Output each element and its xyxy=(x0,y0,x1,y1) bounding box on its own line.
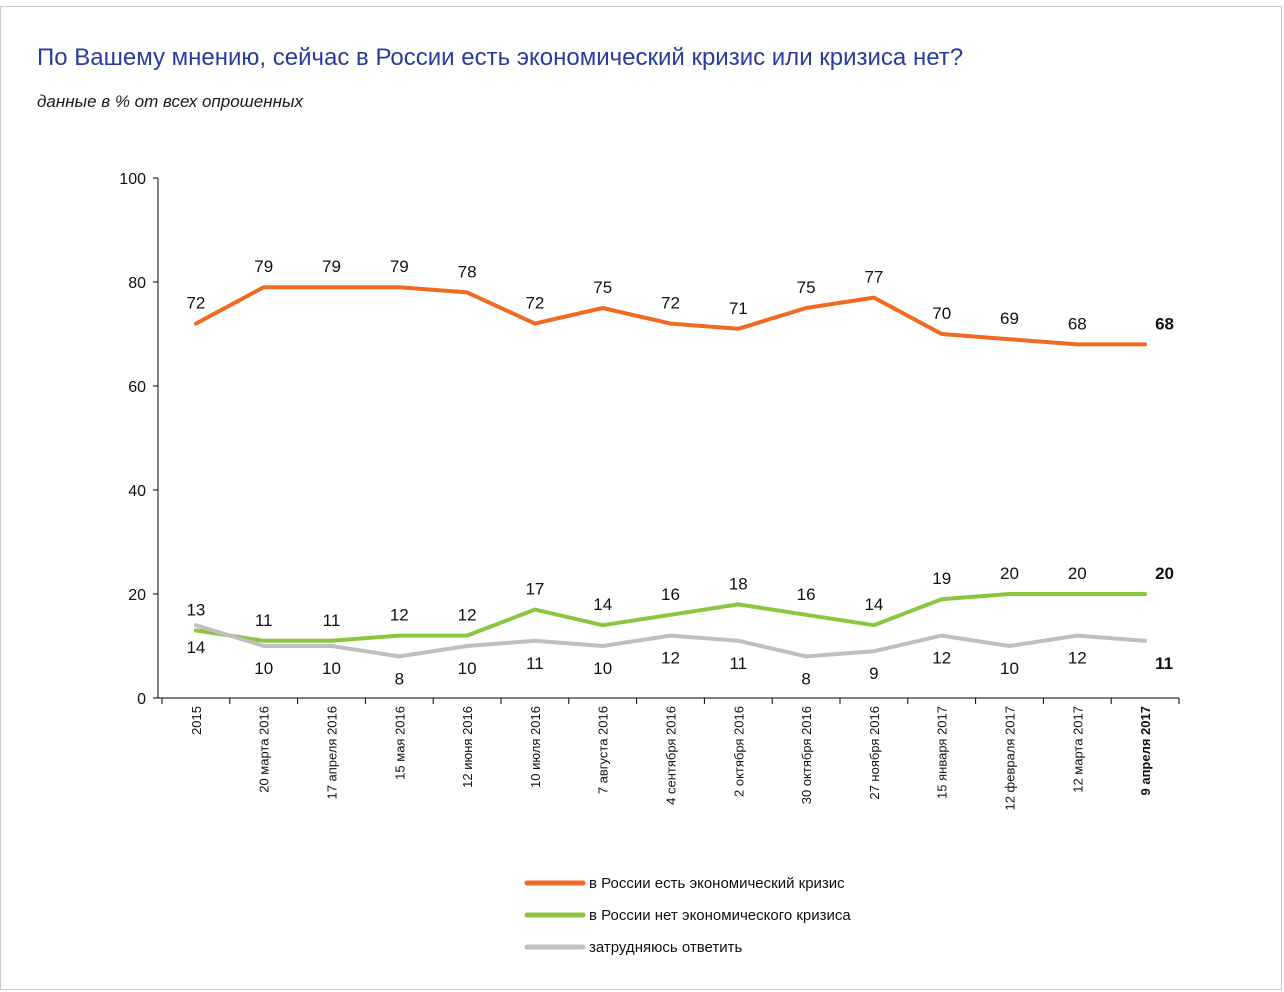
data-label: 10 xyxy=(458,659,477,678)
data-label: 14 xyxy=(186,638,205,657)
y-tick-label: 40 xyxy=(128,483,146,500)
data-label: 12 xyxy=(932,649,951,668)
data-label: 68 xyxy=(1155,314,1174,333)
y-tick-label: 20 xyxy=(128,587,146,604)
data-label: 10 xyxy=(322,659,341,678)
data-label: 79 xyxy=(322,257,341,276)
y-tick-label: 80 xyxy=(128,275,146,292)
data-label: 8 xyxy=(801,669,810,688)
data-label: 72 xyxy=(525,294,544,313)
data-label: 72 xyxy=(661,294,680,313)
x-tick-label: 2015 xyxy=(189,706,204,735)
x-tick-label: 12 июня 2016 xyxy=(460,706,475,788)
data-label: 11 xyxy=(323,611,341,630)
data-label: 75 xyxy=(593,278,612,297)
data-label: 11 xyxy=(1155,654,1173,673)
y-tick-label: 100 xyxy=(119,171,146,188)
data-label: 11 xyxy=(255,611,273,630)
data-label: 8 xyxy=(395,669,404,688)
legend-label: в России есть экономический кризис xyxy=(589,875,845,892)
y-tick-label: 0 xyxy=(137,691,146,708)
legend-label: в России нет экономического кризиса xyxy=(589,907,851,924)
data-label: 18 xyxy=(729,574,748,593)
y-tick-label: 60 xyxy=(128,379,146,396)
x-tick-label: 9 апреля 2017 xyxy=(1138,706,1153,795)
data-label: 69 xyxy=(1000,309,1019,328)
data-label: 17 xyxy=(525,580,544,599)
data-label: 13 xyxy=(186,600,205,619)
data-label: 11 xyxy=(526,654,544,673)
data-label: 10 xyxy=(593,659,612,678)
data-label: 16 xyxy=(661,585,680,604)
x-tick-label: 15 января 2017 xyxy=(935,706,950,799)
x-tick-label: 27 ноября 2016 xyxy=(867,706,882,800)
data-label: 16 xyxy=(797,585,816,604)
data-label: 11 xyxy=(729,654,747,673)
data-label: 79 xyxy=(254,257,273,276)
data-label: 20 xyxy=(1155,564,1174,583)
x-tick-label: 10 июля 2016 xyxy=(528,706,543,788)
x-tick-label: 4 сентября 2016 xyxy=(664,706,679,805)
data-label: 68 xyxy=(1068,314,1087,333)
data-label: 19 xyxy=(932,569,951,588)
x-tick-label: 2 октября 2016 xyxy=(731,706,746,797)
data-label: 79 xyxy=(390,257,409,276)
data-label: 9 xyxy=(869,664,878,683)
data-label: 71 xyxy=(729,299,748,318)
data-label: 75 xyxy=(797,278,816,297)
data-label: 12 xyxy=(661,649,680,668)
x-tick-label: 15 мая 2016 xyxy=(392,706,407,780)
data-label: 12 xyxy=(390,606,409,625)
legend-label: затрудняюсь ответить xyxy=(589,939,742,956)
data-label: 70 xyxy=(932,304,951,323)
x-tick-label: 12 марта 2017 xyxy=(1070,706,1085,793)
data-label: 10 xyxy=(1000,659,1019,678)
x-tick-label: 20 марта 2016 xyxy=(257,706,272,793)
data-label: 77 xyxy=(864,268,883,287)
x-tick-label: 12 февраля 2017 xyxy=(1003,706,1018,811)
data-label: 12 xyxy=(1068,649,1087,668)
data-label: 72 xyxy=(186,294,205,313)
data-label: 12 xyxy=(458,606,477,625)
data-label: 14 xyxy=(593,595,612,614)
x-tick-label: 30 октября 2016 xyxy=(799,706,814,804)
x-tick-label: 17 апреля 2016 xyxy=(325,706,340,800)
data-label: 20 xyxy=(1068,564,1087,583)
data-label: 78 xyxy=(458,262,477,281)
x-tick-label: 7 августа 2016 xyxy=(596,706,611,794)
data-label: 14 xyxy=(864,595,883,614)
data-label: 20 xyxy=(1000,564,1019,583)
data-label: 10 xyxy=(254,659,273,678)
